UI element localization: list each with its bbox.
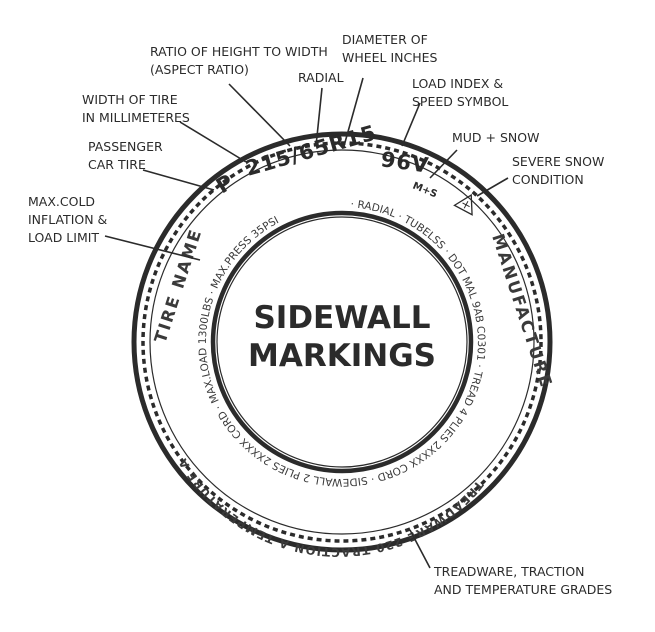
mud-snow-mark: M+S (411, 181, 439, 201)
callout-diameter-2: WHEEL INCHES (342, 50, 438, 65)
callout-passenger-1: PASSENGER (88, 139, 163, 154)
callout-passenger-2: CAR TIRE (88, 157, 146, 172)
center-title-line2: MARKINGS (248, 338, 436, 374)
rim-inner-line (216, 216, 468, 468)
callout-load-index-2: SPEED SYMBOL (412, 94, 508, 109)
callout-lines (104, 77, 509, 569)
callout-aspect-ratio-1: RATIO OF HEIGHT TO WIDTH (150, 44, 328, 59)
leader-mud-snow (429, 149, 458, 179)
callout-severe-snow-2: CONDITION (512, 172, 584, 187)
callout-mud-snow: MUD + SNOW (452, 130, 539, 145)
callout-width-1: WIDTH OF TIRE (82, 92, 178, 107)
tire-tread-dash-ring (141, 141, 543, 543)
tire-outer-ring (131, 131, 553, 553)
leader-diameter (343, 77, 364, 147)
callout-max-cold-3: LOAD LIMIT (28, 230, 99, 245)
callout-diameter-1: DIAMETER OF (342, 32, 428, 47)
callout-max-cold-2: INFLATION & (28, 212, 108, 227)
leader-treadware-grades (409, 529, 431, 569)
leader-radial (315, 87, 323, 147)
leader-max-cold (104, 235, 201, 261)
callout-max-cold-1: MAX.COLD (28, 194, 95, 209)
leader-aspect-ratio (228, 83, 291, 147)
callout-aspect-ratio-2: (ASPECT RATIO) (150, 62, 249, 77)
rim-circle (210, 210, 474, 474)
tire-inner-sidewall-line (149, 149, 535, 535)
leader-passenger (142, 169, 215, 191)
leader-load-index (401, 102, 421, 147)
callout-treadware-grades-2: AND TEMPERATURE GRADES (434, 582, 612, 597)
callout-radial: RADIAL (298, 70, 344, 85)
callout-load-index-1: LOAD INDEX & (412, 76, 503, 91)
leader-width (179, 121, 247, 163)
callout-severe-snow-1: SEVERE SNOW (512, 154, 604, 169)
leader-severe-snow (476, 177, 509, 197)
callout-treadware-grades-1: TREADWARE, TRACTION (433, 564, 585, 579)
callout-width-2: IN MILLIMETERES (82, 110, 190, 125)
center-title-line1: SIDEWALL (253, 300, 430, 336)
snowflake-mountain-icon (453, 193, 473, 216)
